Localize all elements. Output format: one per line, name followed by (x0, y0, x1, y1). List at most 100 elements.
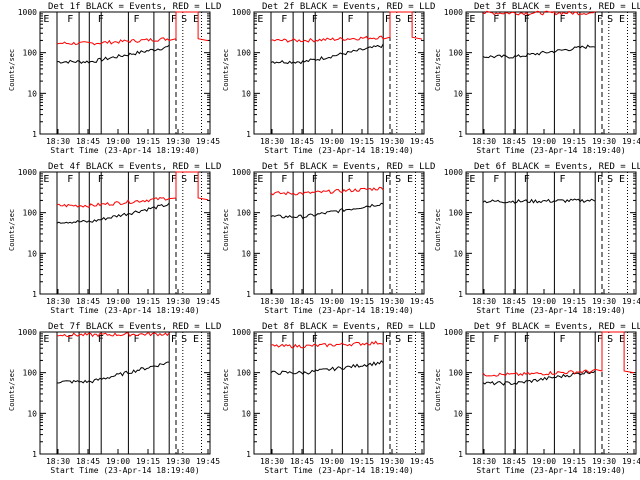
flag-label: F (560, 334, 566, 345)
flag-label: F (385, 14, 391, 25)
x-tick-label: 19:45 (622, 137, 640, 146)
y-tick-label: 1 (32, 130, 37, 139)
flag-label: E (193, 174, 199, 185)
y-tick-label: 10 (241, 249, 251, 258)
x-tick-label: 19:30 (166, 297, 190, 306)
x-tick-label: 19:30 (592, 297, 616, 306)
x-tick-label: 19:00 (532, 457, 556, 466)
x-tick-label: 19:30 (592, 457, 616, 466)
y-tick-label: 10 (27, 249, 37, 258)
x-tick-label: 19:30 (592, 137, 616, 146)
flag-label: F (524, 334, 530, 345)
x-tick-label: 18:45 (76, 297, 100, 306)
y-tick-label: 1 (458, 450, 463, 459)
flag-label: E (257, 174, 263, 185)
flag-label: F (597, 14, 603, 25)
y-axis-label: Counts/sec (222, 209, 230, 251)
panel-title: Det 1f BLACK = Events, RED = LLD (48, 2, 221, 12)
x-tick-label: 19:00 (532, 297, 556, 306)
plot-frame (253, 331, 425, 455)
y-axis-label: Counts/sec (8, 209, 16, 251)
flag-label: E (619, 334, 625, 345)
flag-label: F (385, 334, 391, 345)
x-axis-label: Start Time (23-Apr-14 18:19:40) (50, 146, 199, 155)
x-tick-label: 18:45 (290, 297, 314, 306)
flag-label: E (43, 334, 49, 345)
x-tick-label: 19:15 (136, 457, 160, 466)
x-tick-label: 18:45 (76, 457, 100, 466)
x-tick-label: 19:45 (410, 457, 434, 466)
panel-title: Det 9f BLACK = Events, RED = LLD (474, 322, 640, 332)
x-axis-label: Start Time (23-Apr-14 18:19:40) (264, 466, 413, 475)
x-tick-label: 19:15 (350, 137, 374, 146)
series-line-lld (482, 10, 596, 16)
flag-label: F (281, 334, 287, 345)
y-tick-label: 100 (449, 209, 464, 218)
x-tick-label: 19:00 (320, 457, 344, 466)
flag-label: S (395, 14, 401, 25)
flag-label: S (181, 334, 187, 345)
x-tick-label: 19:15 (350, 457, 374, 466)
flag-label: E (619, 14, 625, 25)
x-tick-label: 18:30 (46, 457, 70, 466)
x-axis-label: Start Time (23-Apr-14 18:19:40) (50, 466, 199, 475)
plot-frame (465, 331, 637, 455)
x-tick-label: 19:15 (136, 297, 160, 306)
flag-label: F (524, 174, 530, 185)
y-tick-label: 10 (241, 409, 251, 418)
x-tick-label: 18:45 (290, 137, 314, 146)
flag-label: E (469, 334, 475, 345)
series-line-events (270, 43, 384, 65)
y-axis-label: Counts/sec (8, 369, 16, 411)
x-tick-label: 19:00 (106, 297, 130, 306)
x-tick-label: 18:45 (502, 297, 526, 306)
plot-frame (39, 11, 211, 135)
series-line-lld (270, 11, 423, 43)
y-axis-label: Counts/sec (8, 49, 16, 91)
x-tick-label: 18:30 (472, 457, 496, 466)
y-tick-label: 10 (453, 89, 463, 98)
series-line-events (56, 202, 170, 224)
series-line-lld (56, 11, 209, 46)
series-line-events (56, 361, 170, 384)
y-tick-label: 100 (23, 369, 38, 378)
flag-label: F (98, 334, 104, 345)
x-axis-label: Start Time (23-Apr-14 18:19:40) (264, 146, 413, 155)
y-tick-label: 100 (449, 49, 464, 58)
y-tick-label: 1000 (18, 168, 37, 177)
y-tick-label: 1000 (232, 8, 251, 17)
x-tick-label: 18:30 (260, 297, 284, 306)
flag-label: F (171, 174, 177, 185)
flag-label: F (348, 14, 354, 25)
panel-title: Det 2f BLACK = Events, RED = LLD (262, 2, 435, 12)
series-line-events (270, 202, 384, 220)
x-tick-label: 18:30 (260, 137, 284, 146)
y-tick-label: 1 (458, 130, 463, 139)
flag-label: F (67, 334, 73, 345)
x-tick-label: 19:30 (380, 297, 404, 306)
flag-label: F (385, 174, 391, 185)
x-tick-label: 19:45 (410, 297, 434, 306)
x-tick-label: 19:45 (196, 457, 220, 466)
panel-title: Det 4f BLACK = Events, RED = LLD (48, 162, 221, 172)
y-axis-label: Counts/sec (222, 49, 230, 91)
x-tick-label: 18:45 (502, 137, 526, 146)
y-axis-label: Counts/sec (434, 209, 442, 251)
x-tick-label: 19:15 (562, 457, 586, 466)
flag-label: F (493, 334, 499, 345)
series-line-lld (57, 331, 170, 338)
flag-label: S (395, 174, 401, 185)
series-line-lld (482, 331, 635, 377)
x-tick-label: 18:30 (46, 297, 70, 306)
y-tick-label: 1000 (18, 328, 37, 337)
x-tick-label: 19:30 (380, 457, 404, 466)
flag-label: F (171, 334, 177, 345)
plot-frame (253, 171, 425, 295)
x-tick-label: 18:30 (472, 297, 496, 306)
flag-label: F (597, 334, 603, 345)
flag-label: E (193, 334, 199, 345)
y-tick-label: 1 (246, 130, 251, 139)
series-line-events (482, 44, 596, 59)
flag-label: F (560, 14, 566, 25)
series-line-events (270, 360, 384, 375)
